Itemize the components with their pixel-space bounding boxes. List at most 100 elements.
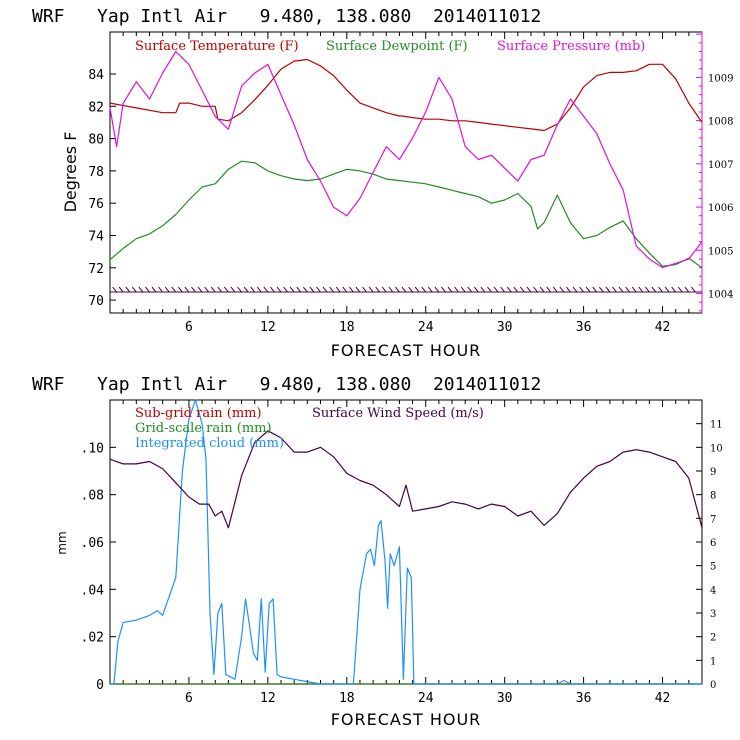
chart-1-wind-barb	[329, 286, 335, 293]
chart-1-wind-barb	[375, 286, 381, 293]
chart-2-ylabel: mm	[55, 531, 69, 554]
chart-1-wind-barb	[197, 286, 203, 293]
chart-1-wind-barb	[204, 286, 210, 293]
chart-1-wind-barb	[454, 286, 460, 293]
chart-1-wind-barb	[362, 286, 367, 293]
chart-1-wind-barb	[427, 286, 433, 293]
chart-1-wind-barb	[605, 286, 611, 293]
chart-1-wind-barb	[526, 286, 532, 293]
chart-1-y-tick-label: 74	[88, 229, 104, 244]
chart-1-wind-barb	[171, 286, 177, 293]
chart-1-wind-barb	[546, 286, 552, 293]
chart-1-wind-barb	[559, 286, 565, 293]
chart-1-wind-barb	[368, 286, 374, 293]
chart-1-wind-barb	[302, 286, 308, 293]
chart-2-integrated-cloud-line	[110, 399, 702, 685]
chart-1-wind-barb	[572, 286, 578, 293]
chart-1-wind-barb	[658, 286, 663, 293]
chart-1-wind-barb	[480, 286, 486, 293]
chart-1-wind-barb	[270, 286, 275, 293]
chart-2-legend-wind: Surface Wind Speed (m/s)	[312, 406, 484, 421]
chart-1-wind-barb	[243, 286, 249, 293]
chart-1-wind-barb	[500, 286, 506, 293]
chart-1-wind-barb	[513, 286, 519, 293]
chart-2-series	[109, 399, 703, 685]
chart-1-wind-barb	[355, 286, 361, 293]
chart-1-wind-barb	[112, 286, 117, 293]
chart-1-wind-barb	[612, 286, 617, 293]
chart-2-y2-tick-label: 2	[710, 633, 716, 644]
chart-1-ylabel: Degrees F	[61, 132, 80, 213]
chart-1-wind-barb	[671, 286, 677, 293]
chart-1-wind-barb	[664, 286, 670, 293]
chart-2-x-tick-label: 12	[260, 691, 276, 706]
chart-1-wind-barb	[210, 286, 216, 293]
chart-2-y-tick-label: .04	[81, 583, 105, 598]
chart-1-wind-barb	[342, 286, 348, 293]
chart-1-y-tick-label: 76	[88, 197, 104, 212]
chart-1-wind-barb	[401, 286, 407, 293]
chart-1: WRF Yap Intl Air 9.480, 138.080 20140110…	[32, 6, 733, 360]
chart-1-y-tick-label: 78	[88, 165, 104, 180]
chart-1-y-tick-label: 72	[88, 262, 104, 277]
chart-1-wind-barb	[493, 286, 499, 293]
chart-1-wind-barb	[566, 286, 571, 293]
chart-2-y2-tick-label: 5	[710, 562, 716, 573]
chart-1-wind-barb	[473, 286, 479, 293]
chart-1-wind-barb	[618, 286, 624, 293]
chart-2-y2-tick-label: 9	[710, 467, 716, 478]
chart-1-y2-tick-label: 1006	[708, 203, 733, 214]
chart-1-wind-barb	[684, 286, 690, 293]
chart-1-wind-barb	[184, 286, 190, 293]
chart-1-pressure-line	[109, 50, 703, 269]
chart-2-y-tick-label: .02	[81, 631, 104, 646]
chart-1-wind-barb	[638, 286, 644, 293]
chart-1-wind-barb	[276, 286, 282, 293]
chart-1-wind-barb	[145, 286, 150, 293]
chart-1-x-tick-label: 18	[339, 320, 355, 335]
chart-2-title: WRF Yap Intl Air 9.480, 138.080 20140110…	[32, 374, 541, 395]
chart-2-y2-tick-label: 4	[710, 585, 716, 596]
chart-1-y2-tick-label: 1004	[708, 290, 733, 301]
chart-1-wind-barb	[533, 286, 538, 293]
chart-1-wind-barb	[224, 286, 229, 293]
chart-2-x-tick-label: 30	[497, 691, 513, 706]
chart-1-wind-barb	[158, 286, 164, 293]
chart-2-y2-tick-label: 7	[710, 514, 716, 525]
chart-1-wind-barb	[283, 286, 288, 293]
chart-1-x-tick-label: 12	[260, 320, 276, 335]
chart-1-wind-barb	[138, 286, 144, 293]
chart-1-wind-barb	[164, 286, 170, 293]
chart-1-y2-tick-label: 1005	[708, 246, 733, 257]
chart-1-wind-barb	[296, 286, 302, 293]
chart-1-wind-barb	[256, 286, 262, 293]
chart-2-x-tick-label: 42	[655, 691, 671, 706]
chart-2-y2-tick-label: 6	[710, 538, 716, 549]
chart-1-wind-barb	[487, 286, 492, 293]
chart-1-wind-barb	[467, 286, 473, 293]
chart-2-legend-cloud: Integrated cloud (mm)	[135, 436, 284, 451]
chart-1-wind-barb	[237, 286, 242, 293]
chart-1-x-tick-label: 6	[185, 320, 193, 335]
chart-2: WRF Yap Intl Air 9.480, 138.080 20140110…	[32, 374, 723, 729]
chart-1-wind-barb	[151, 286, 157, 293]
chart-1-wind-barb	[644, 286, 650, 293]
chart-1-y2-tick-label: 1008	[708, 117, 733, 128]
chart-1-legend-pressure: Surface Pressure (mb)	[497, 39, 645, 54]
chart-1-wind-barb	[677, 286, 683, 293]
chart-1-x-tick-label: 30	[497, 320, 513, 335]
chart-1-wind-barb	[460, 286, 466, 293]
chart-1-xlabel: FORECAST HOUR	[331, 341, 482, 360]
chart-2-ticks: 6 12 18 24 30 36 420.02.04.06.08.1001234567891…	[81, 400, 723, 706]
chart-1-legend-temperature: Surface Temperature (F)	[135, 39, 299, 54]
chart-2-y-tick-label: .08	[81, 489, 104, 504]
chart-1-wind-barb	[441, 286, 446, 293]
chart-1-wind-barb	[118, 286, 124, 293]
chart-1-wind-barb	[381, 286, 387, 293]
chart-1-series	[109, 50, 703, 293]
chart-1-wind-barb	[691, 286, 696, 293]
chart-1-wind-barb	[598, 286, 604, 293]
chart-1-wind-barb	[421, 286, 427, 293]
chart-1-wind-barb	[335, 286, 341, 293]
